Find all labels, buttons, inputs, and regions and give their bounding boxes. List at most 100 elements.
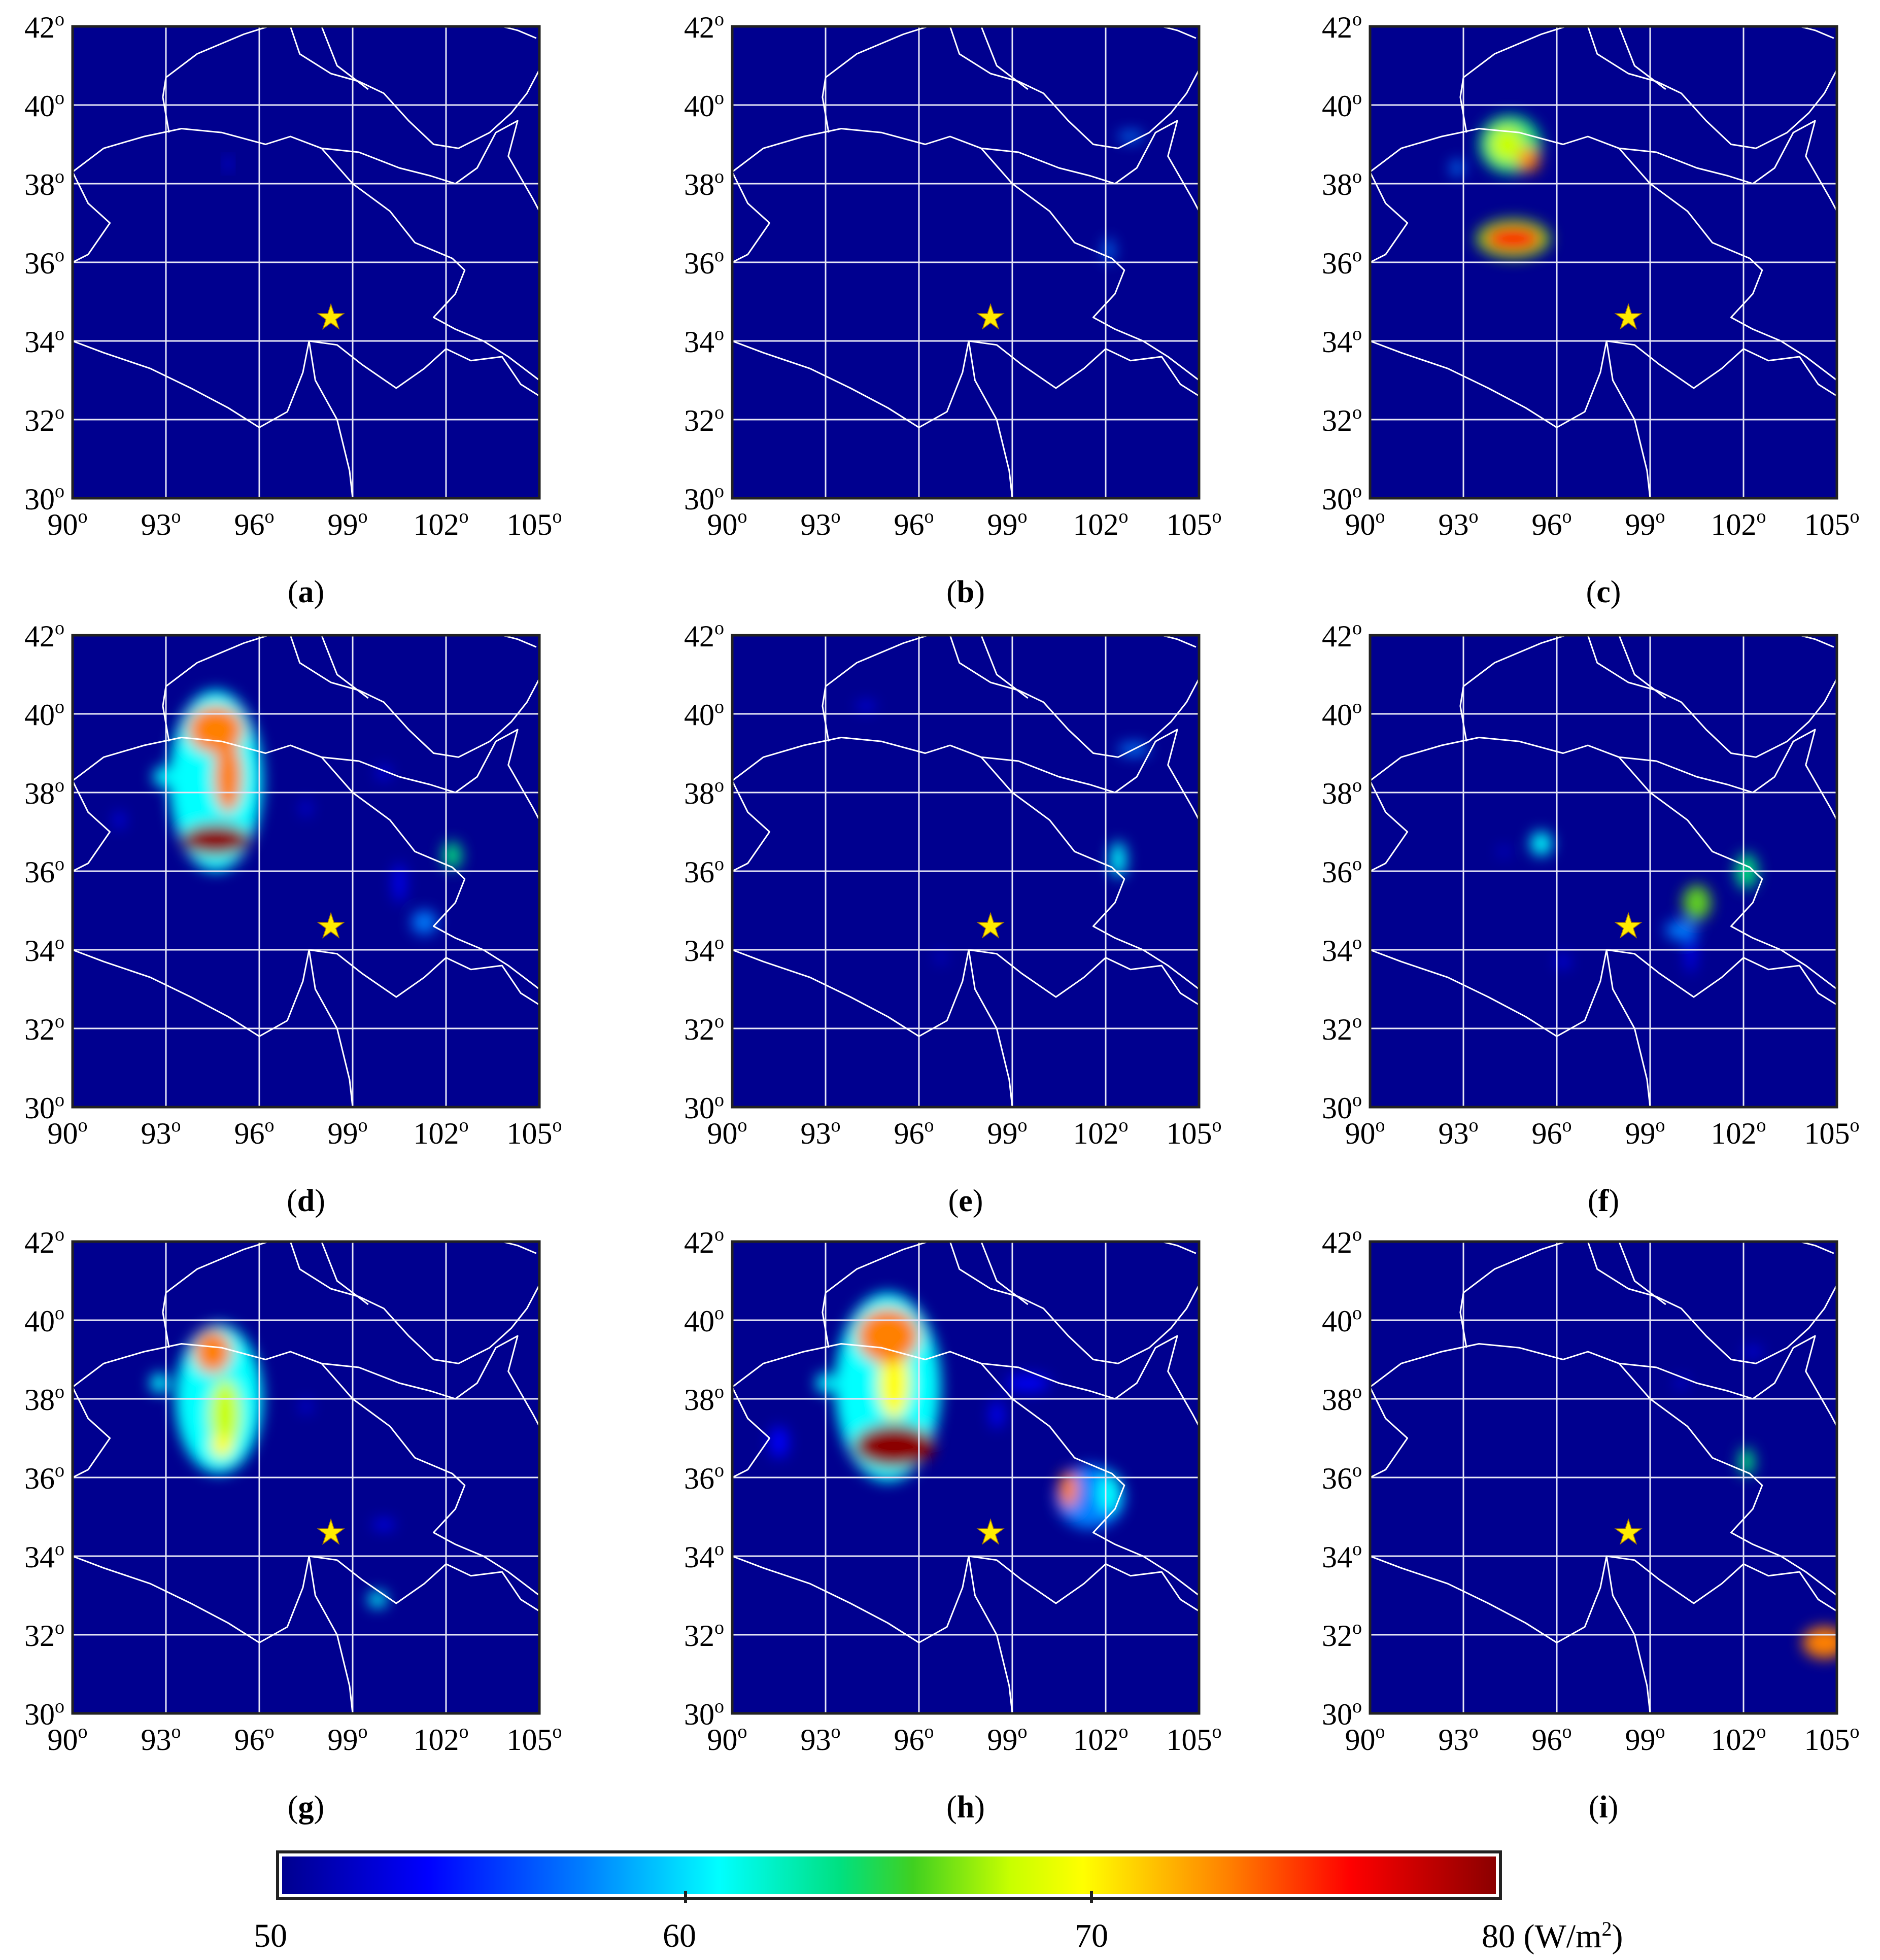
boundary-line: [980, 148, 1199, 381]
lat-tick-label: 34o: [24, 1538, 64, 1574]
irradiance-hotspot: [150, 1373, 169, 1393]
boundary-line: [73, 1335, 539, 1427]
boundary-line: [732, 340, 1199, 428]
lat-tick-label: 40o: [1322, 696, 1362, 732]
irradiance-hotspot: [194, 1330, 231, 1373]
boundary-line: [308, 1556, 354, 1713]
lat-tick-label: 34o: [1322, 932, 1362, 968]
lon-tick-label: 96o: [894, 1115, 934, 1150]
lat-tick-label: 40o: [24, 87, 64, 123]
graticule: [73, 26, 539, 498]
irradiance-hotspot: [214, 741, 243, 812]
lat-tick-label: 32o: [684, 1617, 724, 1653]
map-frame: [1369, 634, 1838, 1109]
map-frame: [731, 634, 1201, 1109]
irradiance-hotspot: [990, 1400, 1003, 1429]
boundary-line: [732, 1335, 1199, 1427]
boundary-line: [949, 635, 1199, 758]
irradiance-hotspot: [224, 158, 232, 170]
boundary-line: [1605, 1556, 1651, 1713]
panel-label-e: (e): [948, 1184, 983, 1218]
epicenter-star-icon: ★: [1613, 1513, 1643, 1552]
lon-tick-label: 93o: [801, 506, 841, 541]
boundary-line: [162, 635, 269, 742]
epicenter-star-icon: ★: [975, 1513, 1005, 1552]
lat-tick-label: 36o: [24, 245, 64, 280]
boundary-line: [980, 1242, 1029, 1305]
panel-label-d: (d): [287, 1184, 325, 1218]
irradiance-field: [1499, 832, 1758, 974]
irradiance-hotspot: [1802, 1627, 1837, 1659]
boundary-line: [1459, 1242, 1566, 1348]
lon-tick-label: 93o: [141, 506, 181, 541]
province-boundaries: [1370, 1242, 1837, 1713]
boundary-line: [1370, 120, 1837, 212]
lon-tick-label: 99o: [987, 506, 1028, 541]
lon-tick-label: 96o: [1532, 1115, 1572, 1150]
province-boundaries: [732, 1242, 1199, 1713]
lon-tick-label: 102o: [414, 1721, 469, 1757]
lon-tick-label: 93o: [801, 1721, 841, 1757]
irradiance-hotspot: [1557, 955, 1569, 968]
lat-tick-label: 36o: [1322, 1460, 1362, 1495]
lon-tick-label: 99o: [328, 1115, 368, 1150]
epicenter-star-icon: ★: [1613, 298, 1643, 337]
boundary-line: [980, 635, 1029, 699]
panel-letter: e: [959, 1184, 973, 1218]
boundary-line: [321, 635, 369, 699]
province-boundaries: [73, 635, 539, 1107]
boundary-line: [502, 1242, 537, 1254]
graticule: [732, 26, 1199, 498]
graticule: [73, 635, 539, 1107]
lat-tick-label: 40o: [684, 1302, 724, 1338]
irradiance-hotspot: [1098, 1473, 1120, 1513]
boundary-line: [321, 757, 539, 990]
irradiance-field: [1451, 115, 1551, 259]
lon-tick-label: 99o: [987, 1721, 1028, 1757]
boundary-line: [1370, 949, 1837, 1037]
boundary-line: [1459, 635, 1566, 742]
lat-tick-label: 42o: [24, 9, 64, 44]
lat-tick-label: 42o: [1322, 9, 1362, 44]
boundary-line: [1618, 1242, 1666, 1305]
colorbar-label-70: 70: [1075, 1917, 1108, 1954]
lat-tick-label: 36o: [24, 1460, 64, 1495]
irradiance-hotspot: [393, 863, 405, 903]
map-frame: [731, 1240, 1201, 1715]
lat-tick-label: 34o: [684, 932, 724, 968]
lat-tick-label: 32o: [1322, 1617, 1362, 1653]
colorbar-label-80-value: 80: [1482, 1918, 1515, 1955]
province-boundaries: [732, 26, 1199, 498]
colorbar-label-50: 50: [254, 1917, 287, 1954]
epicenter-star-icon: ★: [1613, 907, 1643, 946]
boundary-line: [732, 120, 1199, 212]
boundary-line: [980, 757, 1199, 990]
lon-tick-label: 93o: [141, 1115, 181, 1150]
province-boundaries: [1370, 26, 1837, 498]
boundary-line: [73, 1387, 111, 1478]
lon-tick-label: 90o: [1345, 1115, 1385, 1150]
lat-tick-label: 40o: [1322, 1302, 1362, 1338]
map-frame: [71, 1240, 541, 1715]
panel-label-g: (g): [287, 1790, 325, 1825]
boundary-line: [1799, 26, 1834, 39]
boundary-line: [732, 1387, 771, 1478]
lon-tick-label: 93o: [801, 1115, 841, 1150]
irradiance-hotspot: [936, 953, 946, 962]
lon-tick-label: 90o: [48, 1721, 88, 1757]
epicenter-star-icon: ★: [316, 907, 346, 946]
irradiance-hotspot: [211, 1434, 233, 1458]
panel-label-h: (h): [946, 1790, 985, 1825]
panel-label-i: (i): [1588, 1790, 1619, 1825]
boundary-line: [1161, 26, 1197, 39]
boundary-line: [1370, 780, 1409, 872]
lon-tick-label: 90o: [707, 1115, 747, 1150]
boundary-line: [73, 120, 539, 212]
lon-tick-label: 90o: [707, 506, 747, 541]
lon-tick-label: 102o: [1711, 1721, 1766, 1757]
colorbar-label-80: 80 (W/m2): [1482, 1917, 1623, 1956]
colorbar-label-60: 60: [663, 1917, 696, 1954]
